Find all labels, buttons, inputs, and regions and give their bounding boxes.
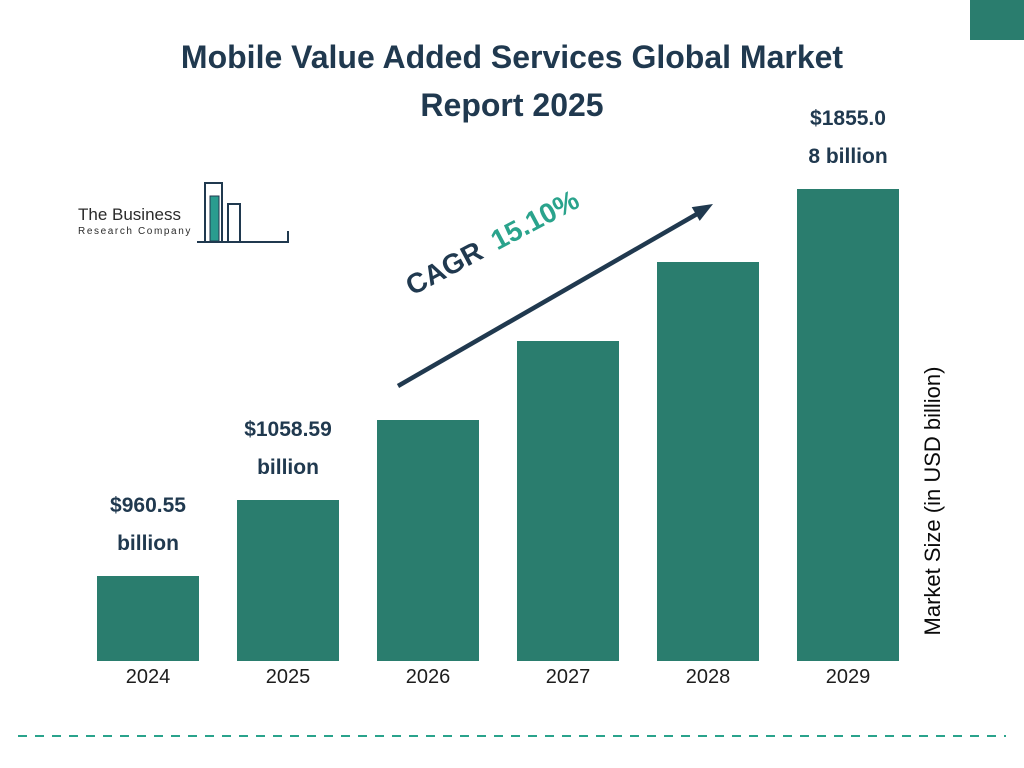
bar-cell-2027	[517, 100, 619, 661]
value-label-2025-line1: $1058.59	[244, 418, 332, 441]
bar-2029	[797, 189, 899, 661]
bar-2027	[517, 341, 619, 661]
year-label-2027: 2027	[545, 666, 591, 688]
bar-2026	[377, 420, 479, 661]
company-logo: The Business Research Company	[78, 180, 293, 246]
bar-chart-logo-icon	[196, 182, 289, 243]
footer-divider	[18, 735, 1006, 737]
bar-cell-2025: $1058.59 billion	[237, 100, 339, 661]
value-label-2029: $1855.0 8 billion	[808, 100, 887, 176]
bar-2024	[97, 576, 199, 661]
y-axis-title: Market Size (in USD billion)	[920, 366, 945, 636]
bar-cell-2026	[377, 100, 479, 661]
bar-cell-2024: $960.55 billion	[97, 100, 199, 661]
report-title-line1: Mobile Value Added Services Global Marke…	[180, 39, 844, 75]
year-label-2026: 2026	[405, 666, 451, 688]
years-row: 2024 2025 2026 2027 2028 2029	[97, 666, 899, 689]
value-label-2024-line1: $960.55	[110, 494, 186, 517]
bars-row: $960.55 billion $1058.59 billion $1855.0 8 bi…	[97, 100, 899, 661]
year-label-2024: 2024	[125, 666, 171, 688]
value-label-2025-line2: billion	[257, 456, 319, 479]
bar-2028	[657, 262, 759, 661]
logo-name-primary: The Business	[78, 205, 181, 224]
report-title: Mobile Value Added Services Global Marke…	[50, 33, 974, 129]
bar-cell-2028	[657, 100, 759, 661]
corner-accent	[970, 0, 1024, 40]
value-label-2025: $1058.59 billion	[244, 411, 332, 487]
logo-name-secondary: Research Company	[78, 226, 192, 237]
bar-cell-2029: $1855.0 8 billion	[797, 100, 899, 661]
value-label-2029-line2: 8 billion	[808, 145, 888, 168]
year-label-2028: 2028	[685, 666, 731, 688]
value-label-2024-line2: billion	[117, 532, 179, 555]
value-label-2029-line1: $1855.0	[810, 107, 886, 130]
report-title-line2: Report 2025	[420, 87, 604, 123]
bar-2025	[237, 500, 339, 661]
year-label-2025: 2025	[265, 666, 311, 688]
company-logo-text: The Business Research Company	[78, 205, 192, 238]
value-label-2024: $960.55 billion	[110, 487, 186, 563]
year-label-2029: 2029	[825, 666, 871, 688]
